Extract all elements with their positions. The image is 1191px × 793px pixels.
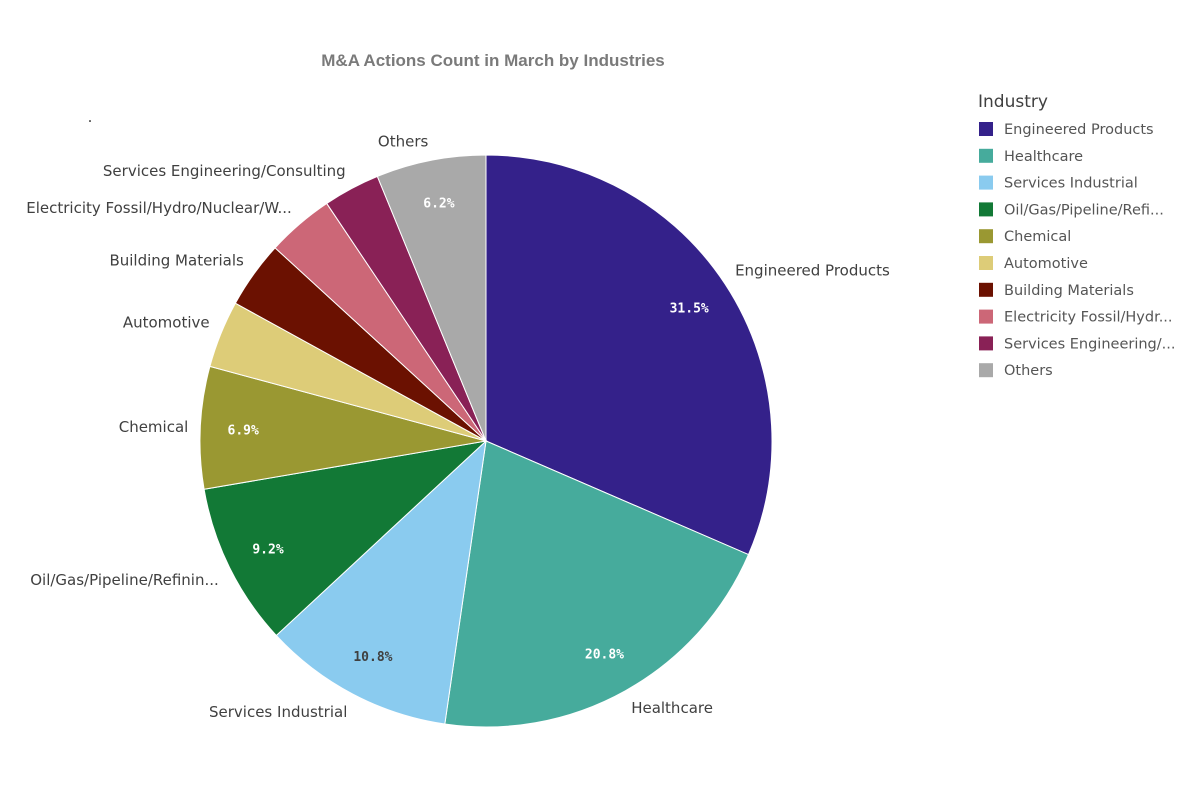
legend-label-chemical[interactable]: Chemical [1004, 229, 1071, 245]
slice-label-electricity-fossil-hydro-nuclear: Electricity Fossil/Hydro/Nuclear/W... [26, 199, 292, 217]
legend-swatch-healthcare[interactable] [979, 148, 993, 163]
legend-swatch-electricity-fossil-hydro-nuclear[interactable] [979, 309, 993, 324]
legend-label-engineered-products[interactable]: Engineered Products [1004, 122, 1154, 138]
legend: Industry Engineered Products Healthcare Se… [978, 92, 1175, 379]
percent-labels: 31.5% 20.8% 10.8% 9.2% 6.9% 6.2% [228, 196, 709, 665]
slice-others[interactable] [376, 154, 487, 442]
legend-title: Industry [978, 92, 1048, 112]
stray-dot: . [88, 108, 93, 126]
legend-label-building-materials[interactable]: Building Materials [1004, 283, 1134, 299]
slice-label-others: Others [378, 133, 429, 151]
legend-swatch-building-materials[interactable] [979, 282, 993, 297]
chart-title: M&A Actions Count in March by Industries [321, 51, 664, 70]
pct-label-others: 6.2% [423, 196, 454, 211]
legend-items: Engineered Products Healthcare Services In… [979, 122, 1175, 379]
legend-label-automotive[interactable]: Automotive [1004, 256, 1088, 272]
slice-label-building-materials: Building Materials [109, 251, 244, 269]
legend-swatch-chemical[interactable] [979, 229, 993, 244]
slice-services-industrial[interactable] [275, 439, 487, 725]
pct-label-engineered-products: 31.5% [670, 302, 709, 317]
pct-label-services-industrial: 10.8% [353, 650, 392, 665]
legend-label-electricity-fossil-hydro-nuclear[interactable]: Electricity Fossil/Hydr... [1004, 310, 1173, 326]
legend-swatch-services-engineering-consulting[interactable] [979, 336, 993, 351]
legend-swatch-engineered-products[interactable] [979, 122, 993, 136]
legend-swatch-oil-gas-pipeline-refining[interactable] [979, 202, 993, 217]
legend-swatch-automotive[interactable] [979, 256, 993, 270]
slice-healthcare[interactable] [444, 440, 750, 728]
slice-label-services-industrial: Services Industrial [209, 703, 347, 721]
legend-label-services-industrial[interactable]: Services Industrial [1004, 176, 1138, 192]
slice-label-healthcare: Healthcare [631, 699, 713, 717]
slice-label-services-engineering-consulting: Services Engineering/Consulting [103, 162, 346, 180]
slice-oil-gas-pipeline-refining[interactable] [203, 440, 488, 637]
pie-slices [199, 154, 773, 728]
slice-chemical[interactable] [199, 365, 487, 490]
slice-label-engineered-products: Engineered Products [735, 261, 890, 279]
slice-engineered-products[interactable] [485, 154, 773, 556]
pct-label-healthcare: 20.8% [585, 647, 624, 662]
legend-swatch-others[interactable] [979, 363, 993, 378]
legend-label-oil-gas-pipeline-refining[interactable]: Oil/Gas/Pipeline/Refi... [1004, 202, 1164, 218]
slice-label-chemical: Chemical [119, 418, 189, 436]
slice-label-oil-gas-pipeline-refining: Oil/Gas/Pipeline/Refinin... [30, 571, 219, 589]
legend-label-services-engineering-consulting[interactable]: Services Engineering/... [1004, 336, 1175, 352]
legend-swatch-services-industrial[interactable] [979, 175, 993, 190]
legend-label-others[interactable]: Others [1004, 363, 1053, 379]
legend-label-healthcare[interactable]: Healthcare [1004, 149, 1083, 165]
slice-label-automotive: Automotive [123, 314, 210, 332]
slice-labels: Engineered Products Healthcare Services In… [26, 133, 890, 721]
pct-label-oil-gas-pipeline-refining: 9.2% [252, 543, 283, 558]
pct-label-chemical: 6.9% [228, 424, 259, 439]
